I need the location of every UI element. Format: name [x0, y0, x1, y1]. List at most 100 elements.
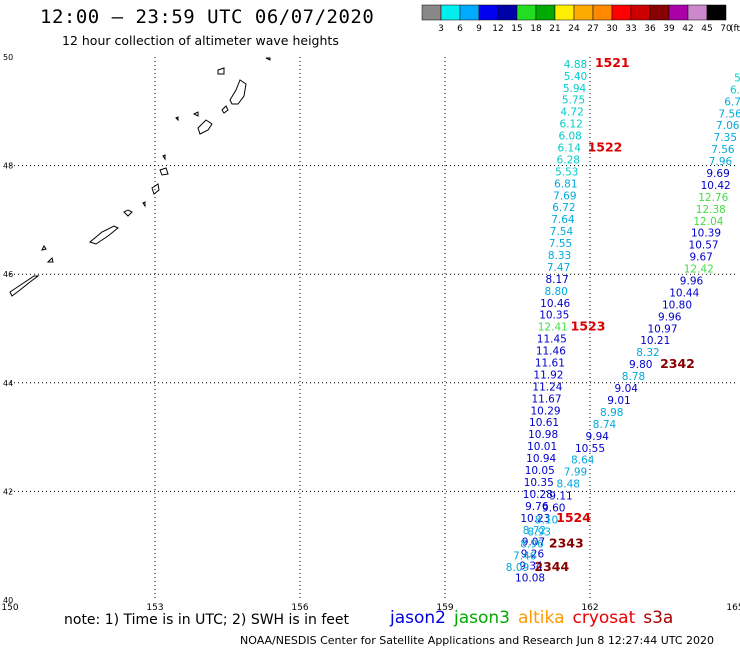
- wave-height-value: 9.01: [607, 395, 630, 407]
- wave-height-value: 9.60: [542, 502, 565, 514]
- legend-label: 24: [568, 24, 580, 34]
- legend-label: 18: [530, 24, 542, 34]
- lon-tick-label: 153: [146, 603, 163, 613]
- island-shape: [221, 105, 229, 114]
- lat-tick-label: 44: [3, 379, 13, 388]
- mission-name: jason3: [454, 608, 510, 628]
- legend-label: 12: [492, 24, 503, 34]
- coastline: [9, 57, 271, 297]
- legend-swatch: [687, 4, 708, 21]
- wave-height-value: 11.24: [532, 381, 562, 393]
- wave-height-value: 7.55: [549, 238, 572, 250]
- wave-height-value: 10.94: [526, 453, 556, 465]
- wave-height-value: 10.39: [691, 228, 721, 240]
- mission-name: cryosat: [572, 608, 636, 628]
- mission-legend: jason2 jason3 altika cryosat s3a: [390, 608, 681, 628]
- wave-height-value: 10.28: [523, 489, 553, 501]
- wave-height-value: 8.17: [545, 274, 568, 286]
- wave-height-value: 12.04: [693, 216, 723, 228]
- pass-time-label: 1522: [588, 139, 623, 154]
- wave-height-value: 6.12: [559, 119, 582, 131]
- wave-height-value: 8.80: [544, 286, 567, 298]
- legend-label: 21: [549, 24, 560, 34]
- legend-swatch: [668, 4, 689, 21]
- wave-height-value: 6.7: [724, 96, 740, 108]
- wave-height-value: 7.96: [709, 156, 733, 168]
- wave-height-value: 9.80: [629, 359, 652, 371]
- wave-height-value: 4.88: [564, 59, 587, 71]
- wave-height-value: 10.80: [662, 299, 692, 311]
- legend-label: 30: [606, 24, 618, 34]
- map-grid: 150 153 156 159 162 165 50 48 46 44 42 40: [1, 53, 740, 613]
- pass-time-label: 1521: [595, 55, 630, 70]
- wave-height-value: 10.55: [575, 443, 605, 455]
- note-text: note: 1) Time is in UTC; 2) SWH is in fe…: [64, 612, 350, 628]
- wave-height-value: 6.08: [558, 131, 581, 143]
- pass-time-label: 2343: [549, 535, 584, 550]
- wave-height-value: 9.04: [615, 383, 639, 395]
- wave-height-value: 10.29: [531, 405, 561, 417]
- wave-height-value: 8.98: [600, 407, 623, 419]
- wave-height-value: 6.: [730, 84, 740, 96]
- legend-label: 36: [644, 24, 656, 34]
- wave-height-value: 9.69: [706, 168, 729, 180]
- island-shape: [46, 257, 54, 263]
- wave-height-value: 9.11: [549, 491, 572, 503]
- legend-swatch: [592, 4, 613, 21]
- legend-label: 6: [457, 24, 463, 34]
- wave-height-value: 8.72: [523, 525, 546, 537]
- wave-height-value: 10.35: [524, 477, 554, 489]
- island-shape: [162, 154, 166, 161]
- legend-swatch: [459, 4, 480, 21]
- wave-height-value: 8.10: [535, 514, 558, 526]
- wave-height-value: 8.93: [528, 526, 551, 538]
- wave-height-value: 6.81: [554, 178, 577, 190]
- mission-name: jason2: [390, 608, 446, 628]
- wave-height-value: 7.46: [513, 550, 537, 562]
- wave-height-value: 5.40: [564, 71, 587, 83]
- wave-height-value: 8.33: [548, 250, 571, 262]
- wave-height-value: 10.98: [528, 429, 558, 441]
- lat-tick-label: 50: [3, 53, 13, 62]
- island-shape: [175, 116, 179, 122]
- wave-height-value: 8.64: [571, 455, 595, 467]
- wave-height-value: 10.01: [527, 441, 557, 453]
- wave-height-value: 7.69: [553, 190, 576, 202]
- wave-height-value: 9.34: [519, 561, 543, 573]
- wave-height-value: 5.53: [555, 166, 578, 178]
- pass-time-label: 1524: [556, 510, 591, 525]
- legend-label: 27: [587, 24, 598, 34]
- legend-label: 45: [701, 24, 712, 34]
- legend-label: 39: [663, 24, 675, 34]
- wave-height-value: 10.97: [647, 323, 677, 335]
- wave-height-value: 8.74: [593, 419, 617, 431]
- wave-height-value: 10.42: [701, 180, 731, 192]
- mission-name: s3a: [643, 608, 674, 628]
- wave-height-value: 7.54: [550, 226, 574, 238]
- wave-height-value: 12.42: [684, 264, 714, 276]
- island-shape: [41, 245, 47, 251]
- wave-height-value: 9.67: [689, 252, 712, 264]
- wave-height-value: 7.47: [547, 262, 570, 274]
- wave-height-value: 12.38: [696, 204, 726, 216]
- wave-height-value: 11.46: [536, 346, 566, 358]
- island-shape: [197, 119, 213, 135]
- wave-height-value: 6.72: [552, 202, 575, 214]
- legend-label: 70: [720, 24, 732, 34]
- lon-tick-label: 165: [726, 603, 740, 613]
- legend-label: 3: [438, 24, 444, 34]
- wave-height-value: 7.06: [716, 120, 740, 132]
- lon-tick-label: 159: [436, 603, 453, 613]
- wave-height-value: 8.96: [520, 538, 544, 550]
- wave-height-value: 5: [734, 72, 740, 84]
- lat-tick-label: 40: [3, 596, 13, 605]
- wave-height-value: 7.99: [564, 467, 587, 479]
- lat-tick-label: 42: [3, 487, 13, 496]
- wave-height-value: 11.92: [533, 369, 563, 381]
- legend-label: 9: [476, 24, 482, 34]
- legend-swatch: [649, 4, 670, 21]
- wave-height-value: 10.35: [539, 310, 569, 322]
- wave-height-value: 9.76: [525, 501, 549, 513]
